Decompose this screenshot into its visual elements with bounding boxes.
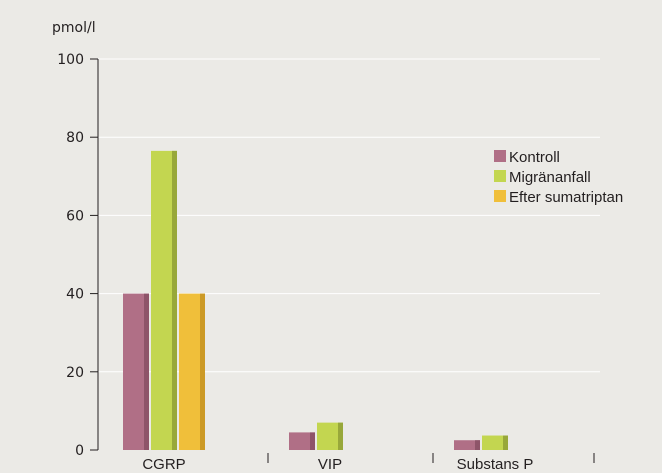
bar-cgrp-2 xyxy=(151,151,177,450)
y-tick-label: 100 xyxy=(57,52,84,68)
y-tick-label: 80 xyxy=(66,130,84,146)
y-axis: 0 20 40 60 80 100 xyxy=(57,52,98,459)
y-tick-label: 0 xyxy=(75,443,84,459)
legend-item: Migränanfall xyxy=(494,169,591,186)
x-axis: CGRP VIP Substans P xyxy=(142,453,594,473)
legend-swatch xyxy=(494,170,506,182)
y-axis-unit-label: pmol/l xyxy=(52,20,96,36)
x-category-label: Substans P xyxy=(457,456,534,473)
legend-item: Efter sumatriptan xyxy=(494,189,623,206)
legend-item: Kontroll xyxy=(494,149,560,166)
legend: Kontroll Migränanfall Efter sumatriptan xyxy=(494,149,623,206)
x-category-label: VIP xyxy=(318,456,342,473)
x-category-label: CGRP xyxy=(142,456,185,473)
legend-swatch xyxy=(494,190,506,202)
legend-swatch xyxy=(494,150,506,162)
bars xyxy=(123,151,508,450)
y-tick-label: 40 xyxy=(66,287,84,303)
bar-cgrp-1 xyxy=(123,294,149,450)
bar-vip-1 xyxy=(289,432,315,450)
y-tick-label: 60 xyxy=(66,208,84,224)
legend-label: Efter sumatriptan xyxy=(509,189,623,206)
bar-cgrp-3 xyxy=(179,294,205,450)
bar-substans-p-2 xyxy=(482,436,508,450)
bar-vip-2 xyxy=(317,423,343,450)
y-tick-label: 20 xyxy=(66,365,84,381)
legend-label: Migränanfall xyxy=(509,169,591,186)
bar-substans-p-1 xyxy=(454,440,480,450)
legend-label: Kontroll xyxy=(509,149,560,166)
